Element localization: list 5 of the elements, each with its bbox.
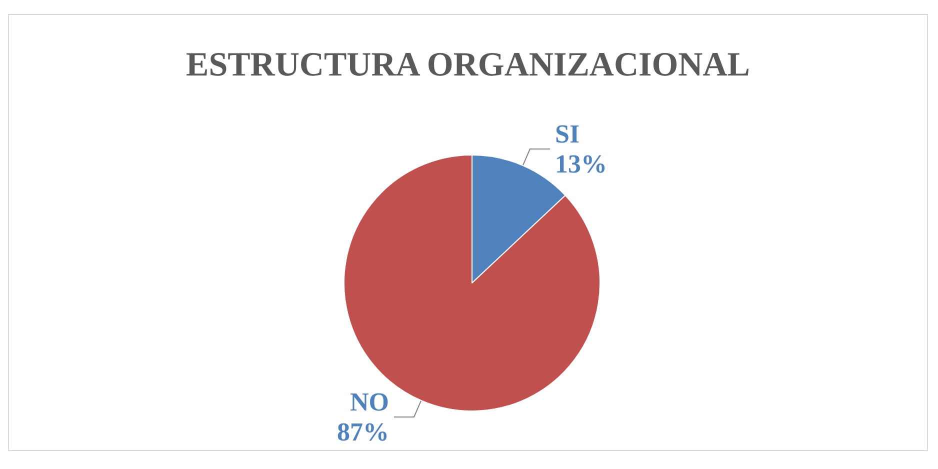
slice-label: SI [554,120,580,149]
data-label: 87% [337,417,390,446]
chart-title: ESTRUCTURA ORGANIZACIONAL [186,46,750,84]
slice-label: NO [350,387,390,416]
data-label: 13% [554,150,607,179]
